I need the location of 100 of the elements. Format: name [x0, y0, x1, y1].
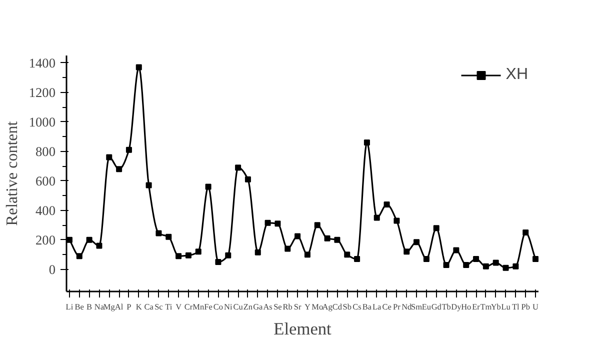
- x-tick-label: Cu: [233, 302, 243, 312]
- x-tick-label: Ho: [461, 302, 472, 312]
- x-tick-label: Rb: [282, 302, 292, 312]
- x-tick-label: Ca: [144, 302, 154, 312]
- point: [394, 218, 400, 224]
- x-tick-label: P: [126, 302, 132, 312]
- x-tick-label: Lu: [501, 302, 510, 312]
- x-tick-label: Dy: [451, 302, 462, 312]
- point: [492, 260, 499, 266]
- point: [264, 220, 271, 226]
- point: [76, 253, 82, 260]
- point: [254, 249, 261, 256]
- x-tick-label: Sr: [294, 302, 302, 312]
- y-axis-title: Relative content: [4, 120, 21, 226]
- x-tick-label: Tl: [512, 302, 520, 312]
- x-tick-label: As: [263, 302, 272, 312]
- legend-label: XH: [506, 66, 528, 84]
- x-tick-label: Gd: [431, 302, 442, 312]
- x-tick-label: K: [136, 302, 142, 312]
- y-tick-label: 600: [36, 173, 56, 188]
- point: [185, 252, 192, 258]
- point: [166, 234, 172, 240]
- x-tick-label: U: [532, 302, 539, 312]
- x-tick-label: Y: [304, 302, 310, 312]
- point: [195, 248, 202, 255]
- x-tick-label: Ce: [382, 302, 392, 312]
- point: [274, 220, 281, 227]
- x-tick-label: Sc: [154, 302, 164, 312]
- x-tick-label: Ba: [362, 302, 372, 312]
- point: [126, 146, 132, 153]
- point: [86, 236, 92, 243]
- point: [423, 256, 430, 262]
- x-tick-label: Na: [94, 302, 104, 312]
- x-tick-label: Co: [213, 302, 224, 312]
- point: [324, 235, 330, 242]
- point: [244, 176, 251, 182]
- x-tick-label: Fe: [204, 302, 213, 312]
- x-tick-label: Al: [114, 302, 124, 312]
- point: [482, 263, 489, 270]
- point: [522, 230, 529, 236]
- point: [314, 222, 320, 228]
- point: [284, 246, 291, 252]
- x-tick-label: Mg: [103, 302, 115, 312]
- point: [443, 262, 450, 268]
- x-tick-label: Sm: [411, 302, 423, 312]
- x-tick-label: V: [176, 302, 182, 312]
- point: [414, 239, 420, 246]
- x-tick-label: Tm: [480, 302, 492, 312]
- y-tick-label: 1000: [28, 114, 56, 130]
- y-tick-label: 1400: [28, 55, 56, 70]
- x-tick-label: Cd: [332, 302, 343, 312]
- x-tick-label: Cr: [184, 302, 193, 312]
- x-tick-label: Sb: [342, 302, 352, 312]
- point: [364, 140, 370, 146]
- point: [384, 201, 390, 208]
- x-tick-label: La: [372, 302, 382, 312]
- x-tick-label: Er: [472, 302, 480, 312]
- x-tick-label: Mn: [192, 302, 204, 312]
- point: [96, 242, 102, 249]
- point: [463, 262, 470, 268]
- point: [502, 264, 509, 271]
- point: [116, 166, 122, 172]
- y-tick-label: 200: [36, 232, 56, 248]
- x-tick-label: Li: [66, 302, 74, 312]
- point: [433, 225, 440, 232]
- x-tick-label: Zn: [243, 302, 253, 312]
- x-tick-label: Ag: [322, 302, 332, 312]
- point: [225, 252, 232, 258]
- point: [453, 247, 460, 254]
- x-tick-label: Eu: [422, 302, 432, 312]
- x-tick-label: Yb: [490, 302, 501, 312]
- point: [294, 233, 301, 240]
- x-tick-label: Be: [74, 302, 84, 312]
- y-tick-label: 800: [36, 144, 56, 159]
- point: [404, 248, 410, 255]
- point: [176, 253, 182, 260]
- point: [304, 252, 310, 258]
- x-tick-label: B: [86, 302, 93, 312]
- y-tick-label: 400: [36, 202, 56, 218]
- point: [473, 256, 480, 262]
- point: [354, 256, 360, 262]
- x-tick-label: Pr: [393, 302, 401, 312]
- x-tick-label: Nd: [402, 302, 413, 312]
- x-tick-label: Ti: [165, 302, 173, 312]
- x-axis-title: Element: [274, 320, 332, 338]
- point: [106, 154, 112, 160]
- point: [146, 182, 152, 188]
- point: [205, 184, 212, 190]
- point: [156, 230, 162, 236]
- x-tick-label: Pb: [521, 302, 530, 312]
- point: [136, 64, 142, 70]
- point: [512, 263, 519, 270]
- point: [334, 236, 340, 243]
- point: [374, 214, 380, 221]
- y-tick-label: 1200: [28, 84, 56, 100]
- point: [215, 259, 222, 265]
- point: [235, 164, 242, 171]
- point: [532, 256, 538, 262]
- x-tick-label: Cs: [352, 302, 362, 312]
- x-tick-label: Mo: [312, 302, 324, 312]
